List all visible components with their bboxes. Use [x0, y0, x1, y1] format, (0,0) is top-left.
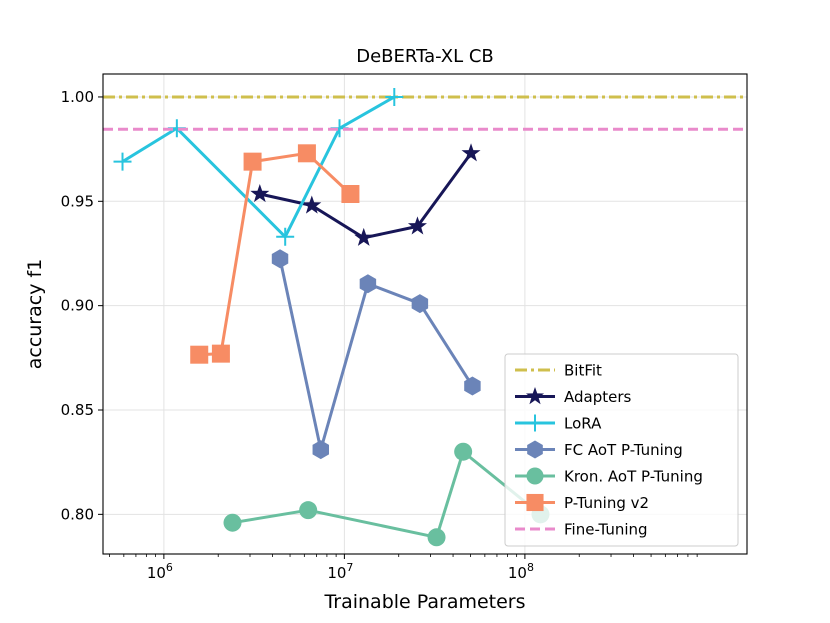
- legend-label-lora: LoRA: [564, 415, 602, 433]
- data-point-adapters: [250, 184, 270, 203]
- data-point-fc-aot-p-tuning: [271, 249, 289, 269]
- data-point-kron-aot-p-tuning: [223, 513, 242, 532]
- y-axis-label: accuracy f1: [24, 259, 46, 370]
- y-tick-label: 0.80: [61, 505, 94, 523]
- legend-label-bitfit: BitFit: [564, 362, 602, 380]
- y-tick-label: 0.90: [61, 297, 94, 315]
- data-point-fc-aot-p-tuning: [312, 440, 330, 460]
- legend: BitFit Adapters LoRA FC AoT P-Tuning Kron. A…: [504, 353, 739, 547]
- legend-label-fine-tuning: Fine-Tuning: [564, 521, 648, 539]
- data-point-fc-aot-p-tuning: [464, 376, 481, 396]
- x-axis-label: Trainable Parameters: [323, 591, 525, 613]
- data-point-fc-aot-p-tuning: [411, 294, 429, 314]
- data-point-lora: [276, 227, 295, 246]
- data-point-p-tuning-v2: [341, 185, 360, 203]
- data-point-kron-aot-p-tuning: [427, 528, 446, 547]
- plot-area: [103, 87, 747, 547]
- data-point-p-tuning-v2: [190, 345, 209, 364]
- data-point-lora: [385, 87, 404, 106]
- data-point-kron-aot-p-tuning: [454, 442, 473, 461]
- data-point-p-tuning-v2: [211, 344, 230, 363]
- data-point-adapters: [461, 143, 481, 162]
- data-point-p-tuning-v2: [297, 144, 316, 163]
- data-point-p-tuning-v2: [243, 152, 262, 171]
- legend-box: [504, 353, 739, 547]
- data-point-adapters: [354, 227, 374, 246]
- y-tick-label: 0.95: [61, 192, 94, 210]
- data-point-adapters: [302, 195, 322, 214]
- data-point-kron-aot-p-tuning: [299, 501, 318, 520]
- data-point-fc-aot-p-tuning: [359, 274, 377, 294]
- legend-marker-adapters: [525, 387, 545, 405]
- legend-label-p-tuning-v2: P-Tuning v2: [564, 494, 649, 512]
- legend-marker-lora: [526, 414, 544, 432]
- y-tick-label: 1.00: [61, 88, 94, 106]
- legend-label-kron-aot-p-tuning: Kron. AoT P-Tuning: [564, 468, 703, 486]
- data-point-lora: [113, 152, 132, 171]
- x-tick-label: 106: [147, 561, 173, 582]
- x-tick-label: 108: [508, 561, 534, 582]
- legend-label-fc-aot-p-tuning: FC AoT P-Tuning: [564, 441, 683, 459]
- plot-frame: [102, 73, 748, 555]
- legend-label-adapters: Adapters: [564, 388, 632, 406]
- x-tick-label: 107: [327, 561, 353, 582]
- y-tick-label: 0.85: [61, 401, 94, 419]
- chart-title: DeBERTa-XL CB: [356, 46, 494, 67]
- legend-marker-p-tuning-v2: [526, 493, 544, 512]
- legend-marker-fc-aot-p-tuning: [527, 440, 543, 459]
- legend-marker-kron-aot-p-tuning: [526, 467, 544, 485]
- data-point-adapters: [407, 216, 427, 235]
- axes-ticks: 0.80 0.85 0.90 0.95 1.00 106 107 108: [61, 88, 698, 582]
